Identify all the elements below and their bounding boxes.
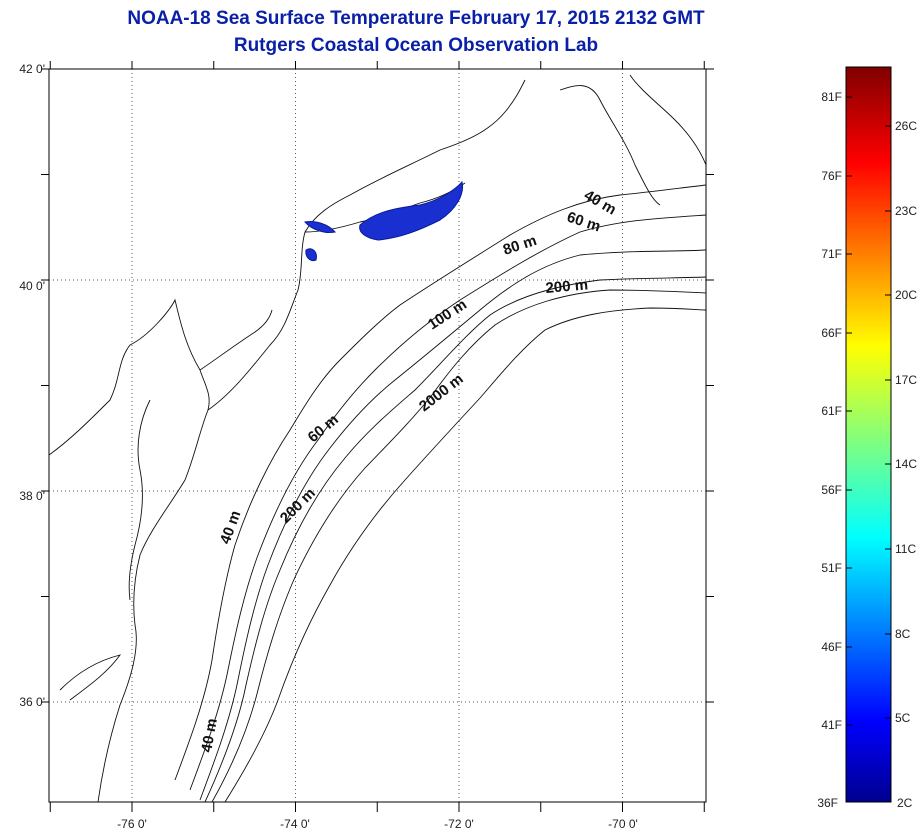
colorbar-scale: [845, 66, 892, 803]
map-title: NOAA-18 Sea Surface Temperature February…: [127, 8, 705, 29]
longitude-label: -74 0': [280, 817, 310, 831]
longitude-label: -70 0': [608, 817, 638, 831]
colorbar-label-f: 76F: [821, 169, 842, 183]
colorbar-label-f: 56F: [821, 483, 842, 497]
sst-patch: [304, 221, 336, 233]
isobath-2000m: [224, 307, 706, 802]
map-frame: [48, 68, 707, 803]
longitude-labels: -76 0' -74 0' -72 0' -70 0': [117, 817, 638, 831]
colorbar-ticks: [846, 96, 891, 726]
colorbar-label-c: 20C: [895, 288, 917, 302]
sst-observation-patches: [304, 180, 464, 261]
coastline: [559, 85, 661, 206]
isobath-40m: [174, 184, 706, 781]
colorbar-label-f: 46F: [821, 640, 842, 654]
colorbar-label-c: 11C: [895, 542, 916, 556]
isobath-100m: [204, 276, 706, 802]
colorbar-fahrenheit-labels: 81F 76F 71F 66F 61F 56F 51F 46F 41F 36F: [817, 90, 842, 810]
colorbar-label-c: 8C: [895, 627, 911, 641]
colorbar-label-c: 2C: [897, 796, 913, 810]
sst-patch: [359, 180, 464, 241]
isobath-label: 40 m: [198, 717, 221, 754]
latitude-labels: 42 0' 40 0' 38 0' 36 0': [19, 62, 45, 709]
latitude-label: 40 0': [19, 279, 45, 293]
longitude-label: -76 0': [117, 817, 147, 831]
sst-patch: [305, 248, 317, 261]
colorbar-label-f: 71F: [821, 247, 842, 261]
colorbar-label-f: 41F: [821, 718, 842, 732]
coastline: [49, 298, 210, 802]
isobath-80m: [199, 249, 706, 801]
colorbar-label-f: 36F: [817, 796, 838, 810]
colorbar-label-c: 23C: [895, 204, 917, 218]
latitude-label: 36 0': [19, 695, 45, 709]
latitude-label: 38 0': [19, 489, 45, 503]
map-subtitle: Rutgers Coastal Ocean Observation Lab: [233, 35, 599, 56]
isobath-label: 200 m: [545, 276, 589, 297]
map-ticks: [41, 61, 714, 812]
graticule: [49, 69, 706, 802]
map-panel: 40 m 60 m 80 m 200 m 100 m 2000 m 60 m 2…: [19, 61, 714, 831]
colorbar-label-f: 61F: [821, 404, 842, 418]
colorbar-label-f: 66F: [821, 326, 842, 340]
colorbar-label-c: 14C: [895, 457, 917, 471]
coastline: [128, 399, 151, 601]
colorbar: 81F 76F 71F 66F 61F 56F 51F 46F 41F 36F …: [817, 66, 917, 810]
colorbar-label-c: 26C: [895, 119, 917, 133]
coastline: [199, 309, 273, 371]
isobath-200m: [211, 289, 706, 802]
colorbar-label-c: 17C: [895, 373, 917, 387]
coastline: [629, 74, 706, 166]
coastline: [207, 79, 526, 411]
isobath-60m: [189, 214, 706, 791]
colorbar-label-f: 51F: [821, 561, 842, 575]
colorbar-label-f: 81F: [821, 90, 842, 104]
latitude-label: 42 0': [19, 62, 45, 76]
colorbar-label-c: 5C: [895, 711, 911, 725]
coastline: [59, 654, 122, 701]
colorbar-celsius-labels: 26C 23C 20C 17C 14C 11C 8C 5C 2C: [895, 119, 917, 810]
longitude-label: -72 0': [444, 817, 474, 831]
